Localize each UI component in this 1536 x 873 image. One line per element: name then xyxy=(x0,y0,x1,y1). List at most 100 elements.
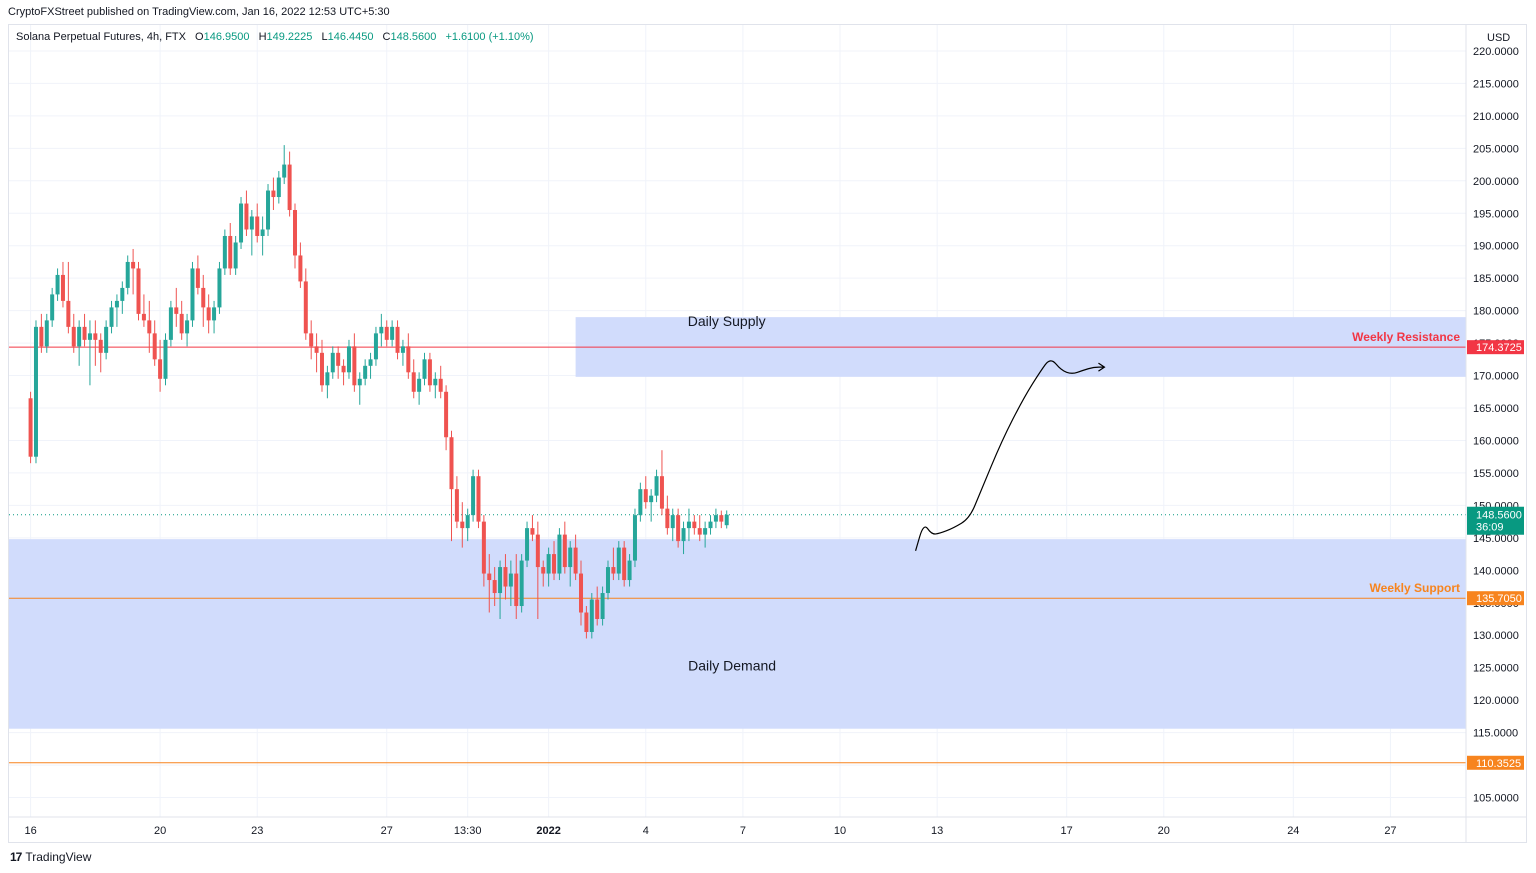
candle-body xyxy=(600,593,605,619)
candle-body xyxy=(228,235,233,269)
low-value: 146.4450 xyxy=(327,31,374,43)
candle-body xyxy=(260,229,265,236)
price-tick-label: 155.0000 xyxy=(1473,468,1519,480)
projection-layer xyxy=(915,360,1106,552)
candle-body xyxy=(552,554,557,574)
candle-body xyxy=(190,268,195,321)
candle-body xyxy=(44,320,49,347)
candle-body xyxy=(546,554,551,574)
candle-body xyxy=(341,365,346,373)
candle-body xyxy=(670,515,675,529)
candle-body xyxy=(309,333,314,347)
candle-body xyxy=(508,573,513,587)
candle-body xyxy=(179,313,184,334)
candle-body xyxy=(77,326,82,347)
candle-body xyxy=(217,268,222,308)
candle-body xyxy=(212,307,217,321)
candle-body xyxy=(481,521,486,574)
candle-body xyxy=(654,476,659,496)
candle-body xyxy=(158,359,163,379)
price-tick-label: 215.0000 xyxy=(1473,78,1519,90)
projection-arrowhead xyxy=(1098,362,1106,372)
low-label: L xyxy=(321,31,328,43)
price-tick-label: 105.0000 xyxy=(1473,793,1519,805)
candle-body xyxy=(373,333,378,360)
candle-body xyxy=(163,339,168,379)
high-value: 149.2225 xyxy=(266,31,313,43)
candle-body xyxy=(708,521,713,529)
open-value: 146.9500 xyxy=(203,31,250,43)
price-tick-label: 125.0000 xyxy=(1473,663,1519,675)
candle-body xyxy=(325,372,330,386)
level-price-tag-text: 110.3525 xyxy=(1476,758,1521,770)
price-tick-label: 200.0000 xyxy=(1473,176,1519,188)
candle-body xyxy=(239,203,244,243)
close-label: C xyxy=(382,31,391,43)
candle-body xyxy=(541,567,546,574)
levels-layer: Weekly Resistance Weekly Support xyxy=(9,330,1466,764)
candle-body xyxy=(185,320,190,334)
candle-body xyxy=(503,567,508,587)
candle-body xyxy=(93,333,98,340)
candle-body xyxy=(649,495,654,503)
candle-body xyxy=(141,313,146,321)
projection-path xyxy=(915,360,1105,552)
candle-body xyxy=(465,515,470,529)
candle-body xyxy=(454,489,459,522)
candle-body xyxy=(417,378,422,392)
candle-body xyxy=(298,255,303,282)
level-price-tag xyxy=(1467,755,1524,770)
time-tick-label: 24 xyxy=(1287,825,1299,837)
candle-body xyxy=(357,378,362,386)
candle-body xyxy=(616,547,621,574)
time-tick-label: 27 xyxy=(381,825,393,837)
candle-body xyxy=(665,508,670,529)
price-tick-label: 145.0000 xyxy=(1473,533,1519,545)
candle-body xyxy=(249,216,254,230)
candle-body xyxy=(174,307,179,314)
candle-body xyxy=(595,599,600,619)
candle-body xyxy=(492,580,497,594)
candle-body xyxy=(476,476,481,522)
currency-label: USD xyxy=(1487,32,1510,44)
candle-body xyxy=(557,534,562,574)
candle-body xyxy=(713,515,718,522)
candle-body xyxy=(460,521,465,529)
candle-body xyxy=(681,528,686,542)
price-tick-label: 180.0000 xyxy=(1473,306,1519,318)
price-tick-label: 190.0000 xyxy=(1473,241,1519,253)
candle-body xyxy=(314,346,319,353)
candle-body xyxy=(244,203,249,230)
candle-body xyxy=(82,326,87,340)
candle-body xyxy=(352,346,357,386)
candle-body xyxy=(703,528,708,535)
candle-body xyxy=(147,320,152,334)
published-by-text: CryptoFXStreet published on TradingView.… xyxy=(8,6,390,18)
candle-body xyxy=(525,528,530,561)
level-label: Weekly Resistance xyxy=(1352,330,1460,344)
candle-body xyxy=(692,521,697,529)
level-price-tag xyxy=(1467,591,1524,606)
candle-body xyxy=(346,346,351,373)
candle-body xyxy=(293,210,298,256)
price-tick-label: 160.0000 xyxy=(1473,435,1519,447)
price-tick-label: 185.0000 xyxy=(1473,273,1519,285)
candle-body xyxy=(697,528,702,535)
candle-body xyxy=(589,599,594,632)
time-tick-label: 7 xyxy=(740,825,746,837)
time-tick-label: 13 xyxy=(931,825,943,837)
tradingview-logo[interactable]: 17 TradingView xyxy=(10,850,91,864)
candle-body xyxy=(114,300,119,308)
zone-rect xyxy=(9,539,1466,729)
candle-body xyxy=(71,326,76,347)
price-axis[interactable]: 105.0000110.0000115.0000120.0000125.0000… xyxy=(1465,25,1519,842)
time-axis[interactable]: 16 20 23 27 13:30 2022 4 7 10 13 17 20 24 27 xyxy=(9,816,1527,837)
time-tick-label: 20 xyxy=(1158,825,1170,837)
candle-body xyxy=(282,164,287,178)
candle-body xyxy=(406,346,411,373)
last-price-tag-text: 148.5600 xyxy=(1476,510,1522,522)
candle-body xyxy=(471,476,476,516)
candle-body xyxy=(686,521,691,529)
